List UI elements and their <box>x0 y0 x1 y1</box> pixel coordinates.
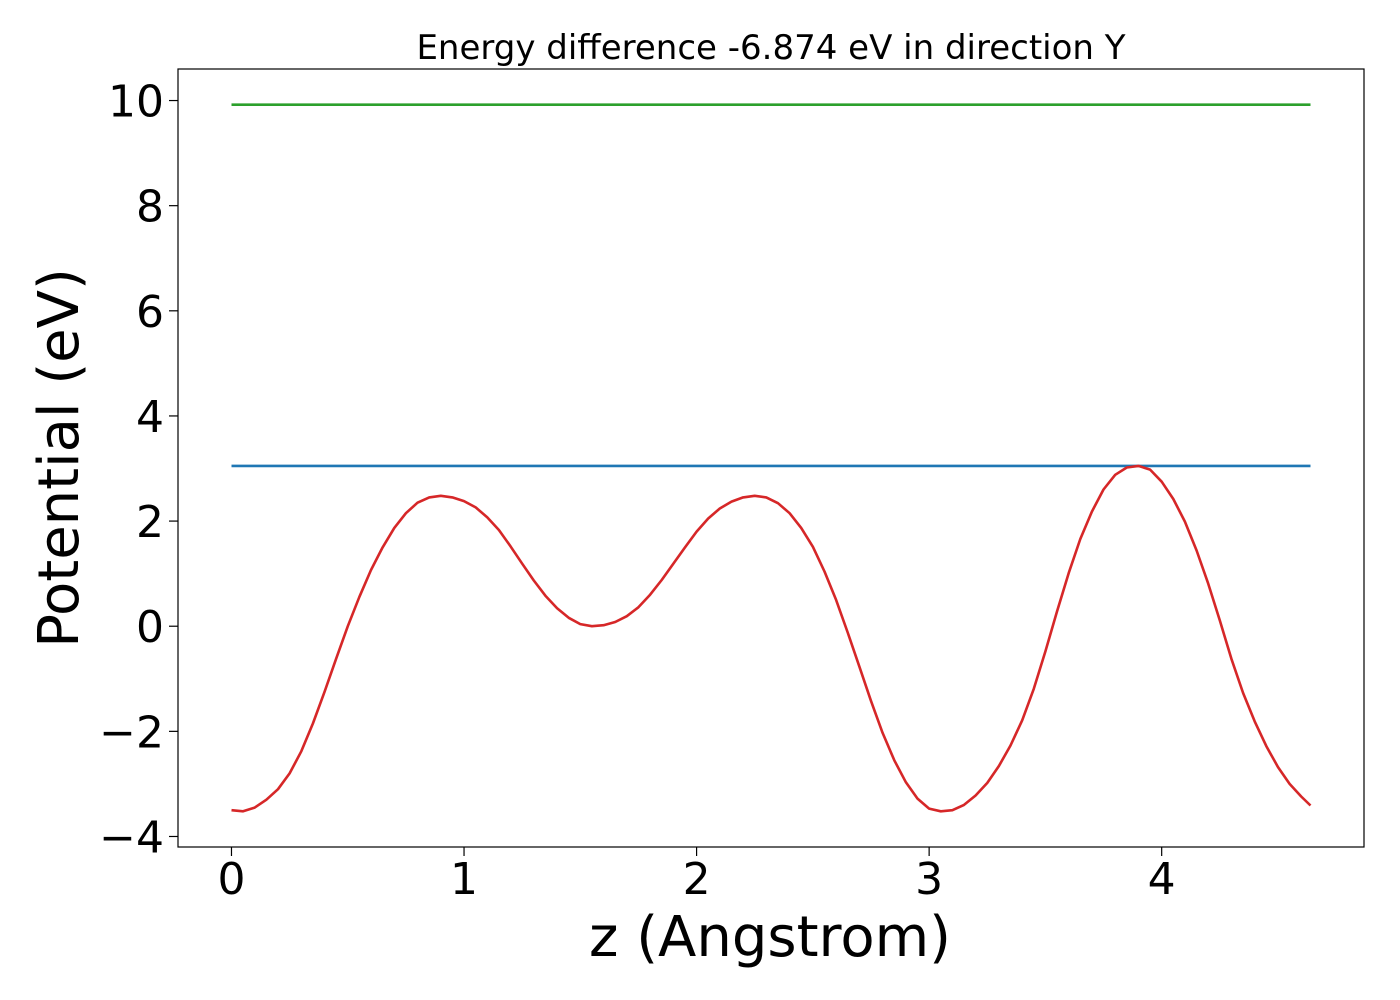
y-tick-label: 2 <box>136 497 164 548</box>
x-tick-label: 2 <box>683 854 711 905</box>
y-tick-label: −2 <box>99 707 164 758</box>
axes-frame <box>177 68 1365 848</box>
x-tick-label: 4 <box>1148 854 1176 905</box>
y-axis-label: Potential (eV) <box>27 268 92 648</box>
y-tick-label: −4 <box>99 812 164 863</box>
x-tick-label: 3 <box>915 854 943 905</box>
y-tick-label: 10 <box>108 77 164 128</box>
x-tick-label: 0 <box>217 854 245 905</box>
x-tick-label: 1 <box>450 854 478 905</box>
y-tick-label: 4 <box>136 392 164 443</box>
series-line-2 <box>231 464 1312 813</box>
y-tick-label: 8 <box>136 182 164 233</box>
x-axis-label: z (Angstrom) <box>589 905 951 970</box>
y-axis: −4 −2 0 2 4 6 8 10 <box>99 77 178 863</box>
plot-area <box>231 103 1312 813</box>
y-tick-label: 0 <box>136 602 164 653</box>
y-tick-label: 6 <box>136 287 164 338</box>
chart-title: Energy difference -6.874 eV in direction… <box>416 28 1125 68</box>
x-axis: 0 1 2 3 4 <box>217 847 1176 905</box>
